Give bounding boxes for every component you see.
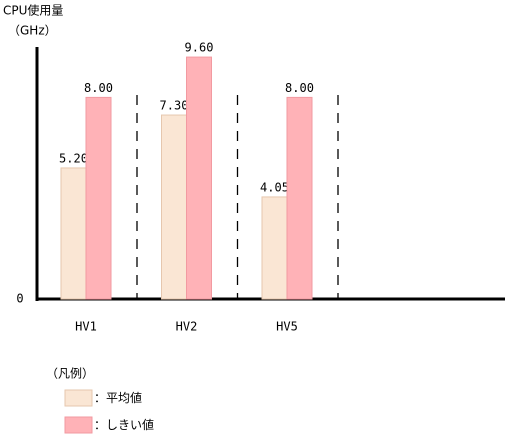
legend-swatch — [64, 389, 93, 407]
value-label: 4.05 — [260, 180, 289, 194]
x-tick-label: HV1 — [75, 320, 97, 334]
legend-label: ：しきい値 — [94, 417, 154, 432]
legend-name: しきい値 — [106, 417, 154, 432]
chart-title: CPU使用量 — [3, 3, 63, 18]
bar — [85, 96, 112, 300]
bar — [186, 56, 212, 300]
y-axis-unit: （GHz） — [8, 24, 57, 38]
value-label: 5.20 — [59, 151, 88, 165]
x-tick-label: HV5 — [276, 320, 298, 334]
value-label: 8.00 — [285, 81, 314, 95]
x-tick-label: HV2 — [176, 320, 198, 334]
value-label: 7.30 — [160, 99, 189, 113]
value-label: 8.00 — [84, 81, 113, 95]
value-label: 9.60 — [185, 41, 214, 55]
y-tick-label: 0 — [16, 292, 23, 306]
bar — [286, 96, 313, 300]
legend-separator: ： — [94, 391, 106, 405]
bar — [60, 167, 87, 300]
legend-label: ：平均値 — [94, 390, 142, 405]
legend-title: （凡例） — [46, 367, 94, 381]
legend-name: 平均値 — [106, 390, 142, 405]
legend-separator: ： — [94, 418, 106, 432]
bar — [261, 196, 288, 300]
bar — [161, 114, 187, 300]
legend-swatch — [64, 416, 93, 434]
